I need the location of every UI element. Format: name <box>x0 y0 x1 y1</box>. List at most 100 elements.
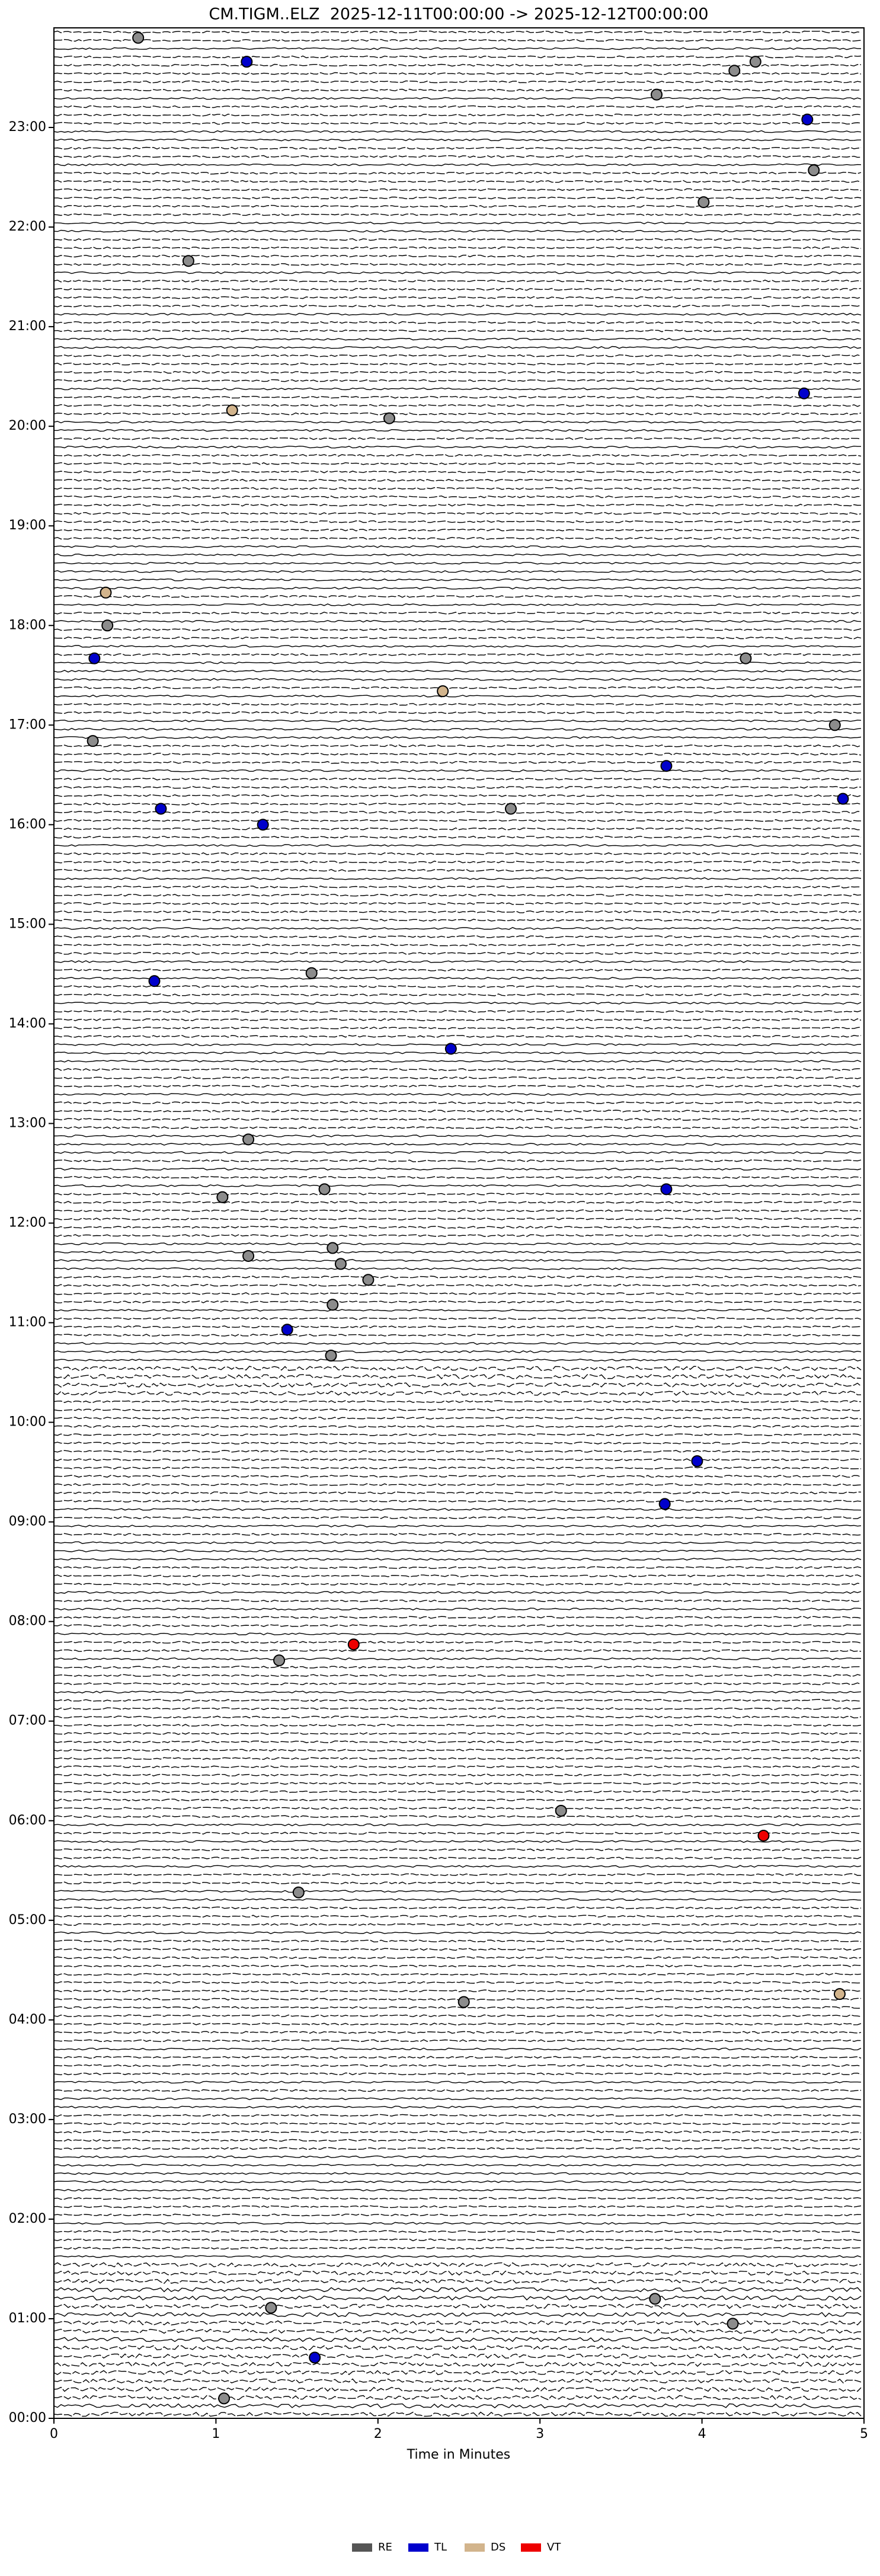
event-marker <box>226 404 238 417</box>
trace <box>53 952 862 955</box>
trace <box>53 785 862 789</box>
trace <box>53 1483 862 1486</box>
trace <box>53 1632 862 1636</box>
trace <box>53 711 862 714</box>
trace <box>53 1276 862 1279</box>
trace <box>53 2320 862 2326</box>
event-marker <box>437 685 449 698</box>
trace <box>53 2105 862 2109</box>
y-tick-label: 04:00 <box>9 2012 46 2027</box>
trace <box>53 1168 862 1171</box>
trace <box>53 2080 862 2084</box>
trace <box>53 180 862 183</box>
trace <box>53 30 862 34</box>
trace <box>53 1391 861 1396</box>
trace <box>53 1690 862 1694</box>
trace <box>53 1740 861 1744</box>
trace <box>53 861 862 864</box>
trace <box>53 1599 862 1603</box>
trace <box>53 2312 862 2318</box>
trace <box>53 512 862 515</box>
trace <box>53 727 862 731</box>
trace <box>53 2188 862 2192</box>
trace <box>53 1956 862 1960</box>
trace <box>53 561 862 565</box>
trace <box>53 1417 862 1420</box>
trace <box>53 545 862 548</box>
event-marker <box>265 2302 277 2314</box>
trace <box>53 794 862 797</box>
trace <box>53 2353 862 2359</box>
trace <box>53 852 862 855</box>
trace <box>53 2122 862 2126</box>
trace <box>53 877 862 880</box>
trace <box>53 1491 862 1494</box>
trace <box>53 88 862 92</box>
trace <box>53 1226 862 1229</box>
event-marker <box>728 65 741 77</box>
trace <box>53 1184 862 1187</box>
trace <box>53 1881 862 1885</box>
event-marker <box>383 412 395 424</box>
trace <box>53 1657 862 1661</box>
trace <box>54 1724 862 1727</box>
trace <box>53 1732 862 1736</box>
trace <box>53 1823 862 1827</box>
y-tick-label: 13:00 <box>9 1116 46 1130</box>
trace <box>53 1359 862 1361</box>
trace <box>53 669 862 673</box>
trace <box>53 1093 862 1096</box>
trace <box>53 1773 862 1776</box>
trace <box>53 304 862 308</box>
trace <box>53 2097 862 2101</box>
trace <box>53 362 862 366</box>
y-tick-label: 07:00 <box>9 1714 46 1728</box>
trace <box>53 155 862 158</box>
event-marker <box>658 1498 671 1510</box>
trace <box>53 1516 862 1519</box>
event-marker <box>148 975 161 987</box>
trace <box>53 2403 862 2409</box>
legend-swatch <box>352 2543 372 2552</box>
trace <box>53 1674 862 1677</box>
trace <box>53 1068 862 1071</box>
trace <box>53 453 862 457</box>
trace <box>53 487 862 490</box>
trace <box>53 702 862 706</box>
trace <box>53 553 862 557</box>
event-marker <box>182 255 194 267</box>
trace <box>53 2205 862 2209</box>
trace <box>53 2303 862 2309</box>
trace <box>53 1574 862 1577</box>
trace <box>53 1442 862 1444</box>
trace <box>53 644 862 648</box>
event-marker <box>100 586 112 599</box>
trace <box>53 395 862 399</box>
trace <box>53 39 862 42</box>
trace <box>53 1699 862 1702</box>
trace <box>53 2328 862 2334</box>
trace <box>53 404 862 407</box>
trace <box>53 1309 862 1312</box>
legend-label: RE <box>378 2541 392 2553</box>
trace <box>53 719 862 723</box>
trace <box>53 122 862 125</box>
event-marker <box>837 792 849 805</box>
trace <box>53 2345 862 2351</box>
trace <box>53 1890 862 1893</box>
event-marker <box>327 1242 339 1254</box>
event-marker <box>798 387 810 399</box>
legend-label: VT <box>547 2541 561 2553</box>
trace <box>53 1193 862 1196</box>
trace <box>53 138 862 142</box>
trace <box>53 1765 862 1769</box>
trace <box>53 1807 862 1810</box>
trace <box>53 1425 862 1428</box>
event-marker <box>241 56 253 68</box>
trace <box>53 2411 862 2417</box>
y-tick-label: 23:00 <box>9 120 46 135</box>
trace <box>53 1848 862 1852</box>
trace <box>53 2072 862 2076</box>
trace <box>53 204 862 208</box>
trace <box>53 1649 862 1653</box>
